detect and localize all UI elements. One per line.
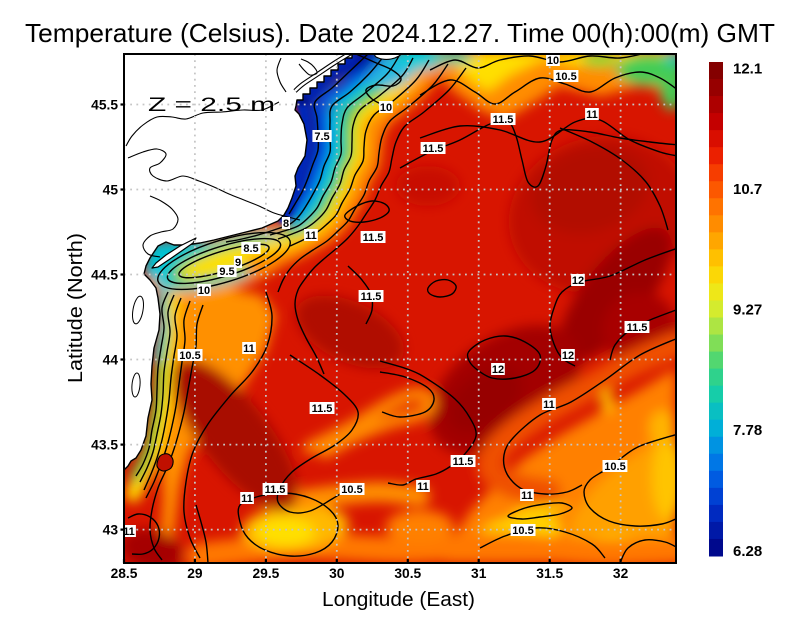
svg-text:29.5: 29.5 (252, 566, 279, 581)
svg-text:9: 9 (235, 257, 241, 269)
svg-text:43.5: 43.5 (91, 437, 118, 452)
svg-text:10.5: 10.5 (341, 484, 362, 496)
svg-text:45.5: 45.5 (91, 97, 118, 112)
svg-text:11.5: 11.5 (627, 322, 648, 334)
svg-text:11: 11 (305, 230, 317, 242)
svg-text:8: 8 (283, 218, 289, 230)
svg-text:10.5: 10.5 (604, 461, 625, 473)
svg-text:11: 11 (586, 109, 598, 121)
svg-text:Latitude (North): Latitude (North) (65, 233, 87, 383)
svg-text:10.7: 10.7 (733, 181, 762, 198)
svg-text:10.5: 10.5 (512, 525, 533, 537)
svg-text:11.5: 11.5 (453, 456, 474, 468)
svg-text:8.5: 8.5 (243, 243, 258, 255)
svg-text:11.5: 11.5 (493, 114, 514, 126)
svg-text:28.5: 28.5 (111, 566, 138, 581)
svg-text:Temperature (Celsius). Date 20: Temperature (Celsius). Date 2024.12.27. … (25, 18, 775, 48)
svg-text:12: 12 (572, 275, 584, 287)
svg-text:10.5: 10.5 (555, 71, 576, 83)
svg-text:7.5: 7.5 (314, 131, 329, 143)
svg-text:11.5: 11.5 (361, 291, 382, 303)
svg-text:30.5: 30.5 (394, 566, 421, 581)
svg-text:12: 12 (492, 364, 504, 376)
svg-text:31.5: 31.5 (536, 566, 563, 581)
svg-text:44: 44 (103, 352, 119, 367)
svg-text:6.28: 6.28 (733, 543, 762, 560)
svg-text:9.5: 9.5 (219, 266, 234, 278)
svg-text:43: 43 (103, 522, 119, 537)
svg-text:7.78: 7.78 (733, 422, 762, 439)
svg-text:11: 11 (521, 490, 533, 502)
svg-text:11: 11 (243, 343, 255, 355)
svg-text:44.5: 44.5 (91, 267, 118, 282)
svg-text:11: 11 (241, 493, 253, 505)
svg-text:30: 30 (329, 566, 345, 581)
svg-text:32: 32 (613, 566, 629, 581)
svg-text:29: 29 (187, 566, 203, 581)
svg-text:11.5: 11.5 (423, 143, 444, 155)
svg-text:11.5: 11.5 (265, 484, 286, 496)
svg-text:45: 45 (103, 182, 119, 197)
svg-text:10: 10 (380, 102, 392, 114)
svg-text:10: 10 (547, 55, 559, 67)
svg-text:9.27: 9.27 (733, 302, 762, 319)
svg-text:Z = 2.5 m: Z = 2.5 m (148, 95, 275, 116)
svg-text:31: 31 (471, 566, 487, 581)
svg-text:11: 11 (417, 481, 429, 493)
svg-text:11.5: 11.5 (363, 232, 384, 244)
svg-text:12: 12 (562, 350, 574, 362)
svg-text:11: 11 (543, 399, 555, 411)
svg-text:10.5: 10.5 (179, 350, 200, 362)
svg-text:11.5: 11.5 (312, 403, 333, 415)
svg-text:10: 10 (198, 285, 210, 297)
svg-text:Longitude (East): Longitude (East) (322, 589, 475, 611)
svg-text:11: 11 (123, 526, 135, 538)
svg-text:12.1: 12.1 (733, 60, 762, 77)
